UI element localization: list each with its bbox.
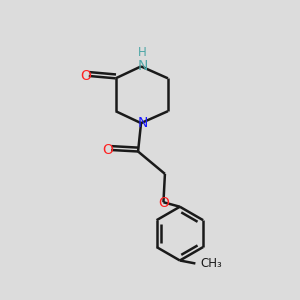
Text: O: O (102, 143, 113, 157)
Text: N: N (137, 116, 148, 130)
Text: CH₃: CH₃ (201, 257, 223, 270)
Text: O: O (80, 69, 91, 82)
Text: H: H (138, 46, 147, 59)
Text: O: O (159, 196, 170, 210)
Text: N: N (137, 59, 148, 74)
